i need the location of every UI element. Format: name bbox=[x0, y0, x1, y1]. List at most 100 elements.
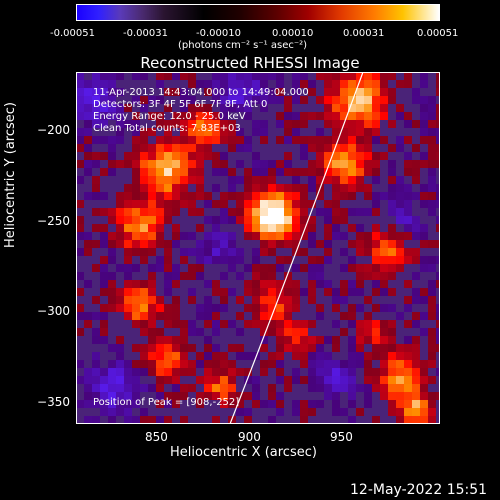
heatmap-cell bbox=[324, 112, 333, 121]
heatmap-cell bbox=[404, 88, 413, 97]
heatmap-cell bbox=[372, 256, 381, 265]
heatmap-cell bbox=[252, 392, 261, 401]
heatmap-cell bbox=[380, 384, 389, 393]
heatmap-cell bbox=[420, 184, 429, 193]
heatmap-cell bbox=[244, 408, 253, 417]
heatmap-cell bbox=[108, 296, 117, 305]
heatmap-cell bbox=[100, 288, 109, 297]
heatmap-cell bbox=[116, 368, 125, 377]
heatmap-cell bbox=[92, 168, 101, 177]
heatmap-cell bbox=[164, 104, 173, 113]
heatmap-cell bbox=[108, 264, 117, 273]
heatmap-cell bbox=[220, 264, 229, 273]
heatmap-cell bbox=[276, 176, 285, 185]
heatmap-cell bbox=[204, 232, 213, 241]
heatmap-cell bbox=[212, 336, 221, 345]
heatmap-cell bbox=[388, 232, 397, 241]
heatmap-cell bbox=[324, 256, 333, 265]
heatmap-cell bbox=[428, 392, 437, 401]
heatmap-cell bbox=[372, 312, 381, 321]
heatmap-cell bbox=[308, 320, 317, 329]
heatmap-cell bbox=[380, 144, 389, 153]
heatmap-cell bbox=[124, 256, 133, 265]
heatmap-cell bbox=[340, 272, 349, 281]
heatmap-cell bbox=[404, 184, 413, 193]
heatmap-cell bbox=[356, 96, 365, 105]
heatmap-cell bbox=[388, 144, 397, 153]
heatmap-cell bbox=[244, 304, 253, 313]
heatmap-cell bbox=[220, 240, 229, 249]
heatmap-cell bbox=[396, 296, 405, 305]
heatmap-cell bbox=[172, 312, 181, 321]
heatmap-cell bbox=[212, 208, 221, 217]
heatmap-cell bbox=[380, 376, 389, 385]
heatmap-cell bbox=[332, 320, 341, 329]
heatmap-cell bbox=[156, 384, 165, 393]
heatmap-cell bbox=[212, 136, 221, 145]
heatmap-cell bbox=[116, 320, 125, 329]
heatmap-cell bbox=[172, 184, 181, 193]
heatmap-cell bbox=[164, 280, 173, 289]
heatmap-cell bbox=[140, 304, 149, 313]
heatmap-cell bbox=[148, 328, 157, 337]
heatmap-cell bbox=[436, 112, 440, 121]
heatmap-cell bbox=[308, 336, 317, 345]
heatmap-cell bbox=[100, 208, 109, 217]
solar-limb-line bbox=[229, 72, 364, 424]
heatmap-cell bbox=[284, 256, 293, 265]
heatmap-cell bbox=[428, 176, 437, 185]
heatmap-cell bbox=[420, 384, 429, 393]
heatmap-cell bbox=[228, 232, 237, 241]
heatmap-cell bbox=[100, 272, 109, 281]
heatmap-cell bbox=[428, 352, 437, 361]
heatmap-cell bbox=[364, 304, 373, 313]
heatmap-cell bbox=[148, 96, 157, 105]
heatmap-cell bbox=[364, 280, 373, 289]
heatmap-cell bbox=[292, 232, 301, 241]
heatmap-cell bbox=[212, 296, 221, 305]
heatmap-cell bbox=[100, 376, 109, 385]
heatmap-cell bbox=[300, 376, 309, 385]
heatmap-cell bbox=[236, 248, 245, 257]
heatmap-cell bbox=[300, 80, 309, 89]
heatmap-cell bbox=[76, 200, 85, 209]
heatmap-cell bbox=[220, 248, 229, 257]
heatmap-cell bbox=[332, 400, 341, 409]
heatmap-cell bbox=[284, 232, 293, 241]
heatmap-cell bbox=[188, 344, 197, 353]
heatmap-cell bbox=[380, 152, 389, 161]
heatmap-cell bbox=[116, 168, 125, 177]
heatmap-cell bbox=[396, 120, 405, 129]
heatmap-cell bbox=[380, 256, 389, 265]
heatmap-cell bbox=[100, 144, 109, 153]
heatmap-cell bbox=[196, 360, 205, 369]
heatmap-cell bbox=[172, 216, 181, 225]
heatmap-cell bbox=[276, 280, 285, 289]
heatmap-cell bbox=[316, 376, 325, 385]
heatmap-cell bbox=[164, 112, 173, 121]
heatmap-cell bbox=[428, 312, 437, 321]
heatmap-cell bbox=[76, 160, 85, 169]
heatmap-cell bbox=[236, 80, 245, 89]
heatmap-cell bbox=[92, 344, 101, 353]
heatmap-cell bbox=[220, 208, 229, 217]
heatmap-cell bbox=[92, 232, 101, 241]
heatmap-cell bbox=[100, 216, 109, 225]
heatmap-cell bbox=[172, 368, 181, 377]
heatmap-cell bbox=[348, 216, 357, 225]
heatmap-cell bbox=[428, 248, 437, 257]
heatmap-cell bbox=[76, 112, 85, 121]
heatmap-cell bbox=[172, 224, 181, 233]
heatmap-cell bbox=[292, 336, 301, 345]
heatmap-cell bbox=[124, 384, 133, 393]
heatmap-cell bbox=[428, 376, 437, 385]
heatmap-cell bbox=[420, 272, 429, 281]
heatmap-cell bbox=[84, 160, 93, 169]
heatmap-cell bbox=[108, 416, 117, 424]
heatmap-cell bbox=[396, 368, 405, 377]
heatmap-cell bbox=[76, 400, 85, 409]
heatmap-cell bbox=[284, 400, 293, 409]
heatmap-cell bbox=[156, 192, 165, 201]
heatmap-cell bbox=[116, 288, 125, 297]
heatmap-cell bbox=[324, 224, 333, 233]
